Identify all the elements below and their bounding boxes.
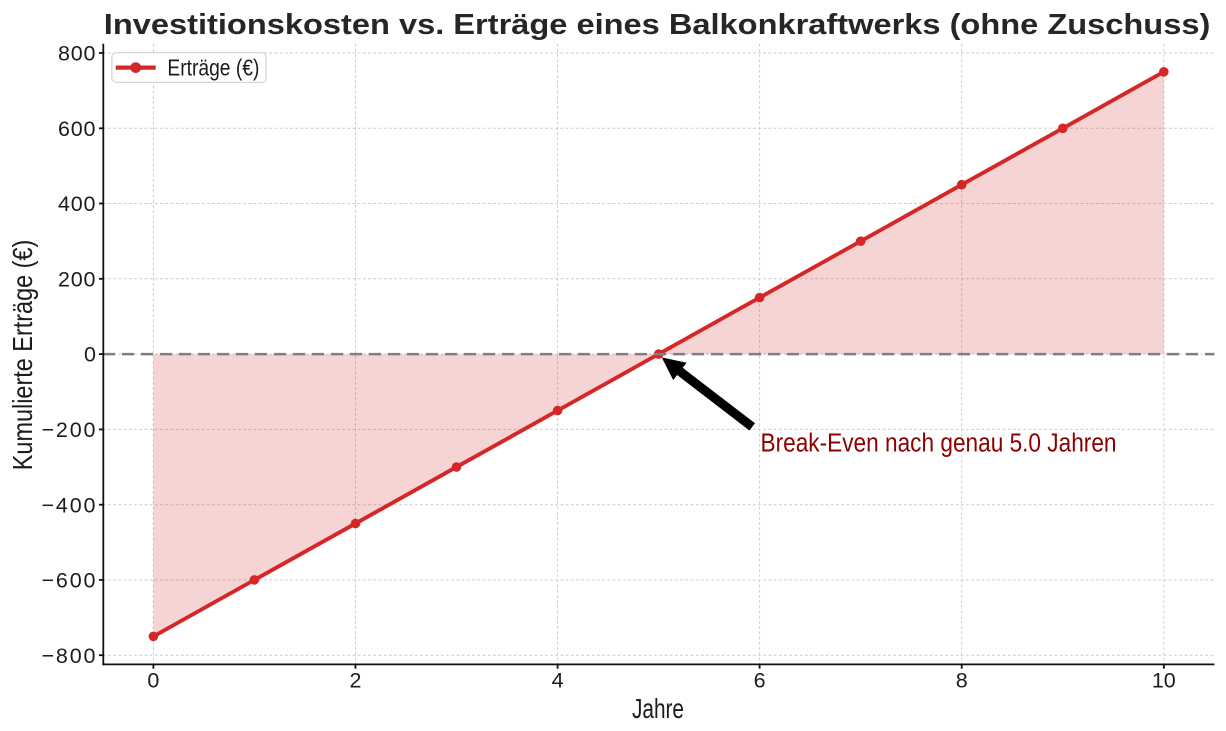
svg-text:Investitionskosten vs. Erträge: Investitionskosten vs. Erträge eines Bal… bbox=[104, 9, 1211, 41]
svg-text:10: 10 bbox=[1152, 669, 1176, 693]
svg-text:200: 200 bbox=[58, 267, 96, 291]
svg-text:4: 4 bbox=[552, 669, 564, 693]
svg-text:800: 800 bbox=[58, 42, 96, 66]
svg-text:6: 6 bbox=[754, 669, 766, 693]
svg-text:600: 600 bbox=[58, 117, 96, 141]
svg-text:2: 2 bbox=[350, 669, 362, 693]
svg-text:400: 400 bbox=[58, 192, 96, 216]
svg-text:0: 0 bbox=[84, 343, 96, 367]
svg-text:0: 0 bbox=[147, 669, 159, 693]
svg-text:Break-Even nach genau 5.0 Jahr: Break-Even nach genau 5.0 Jahren bbox=[761, 428, 1117, 458]
svg-text:Jahre: Jahre bbox=[632, 693, 684, 724]
svg-text:Erträge (€): Erträge (€) bbox=[167, 54, 259, 80]
svg-text:8: 8 bbox=[956, 669, 968, 693]
svg-text:Kumulierte Erträge (€): Kumulierte Erträge (€) bbox=[7, 240, 38, 471]
